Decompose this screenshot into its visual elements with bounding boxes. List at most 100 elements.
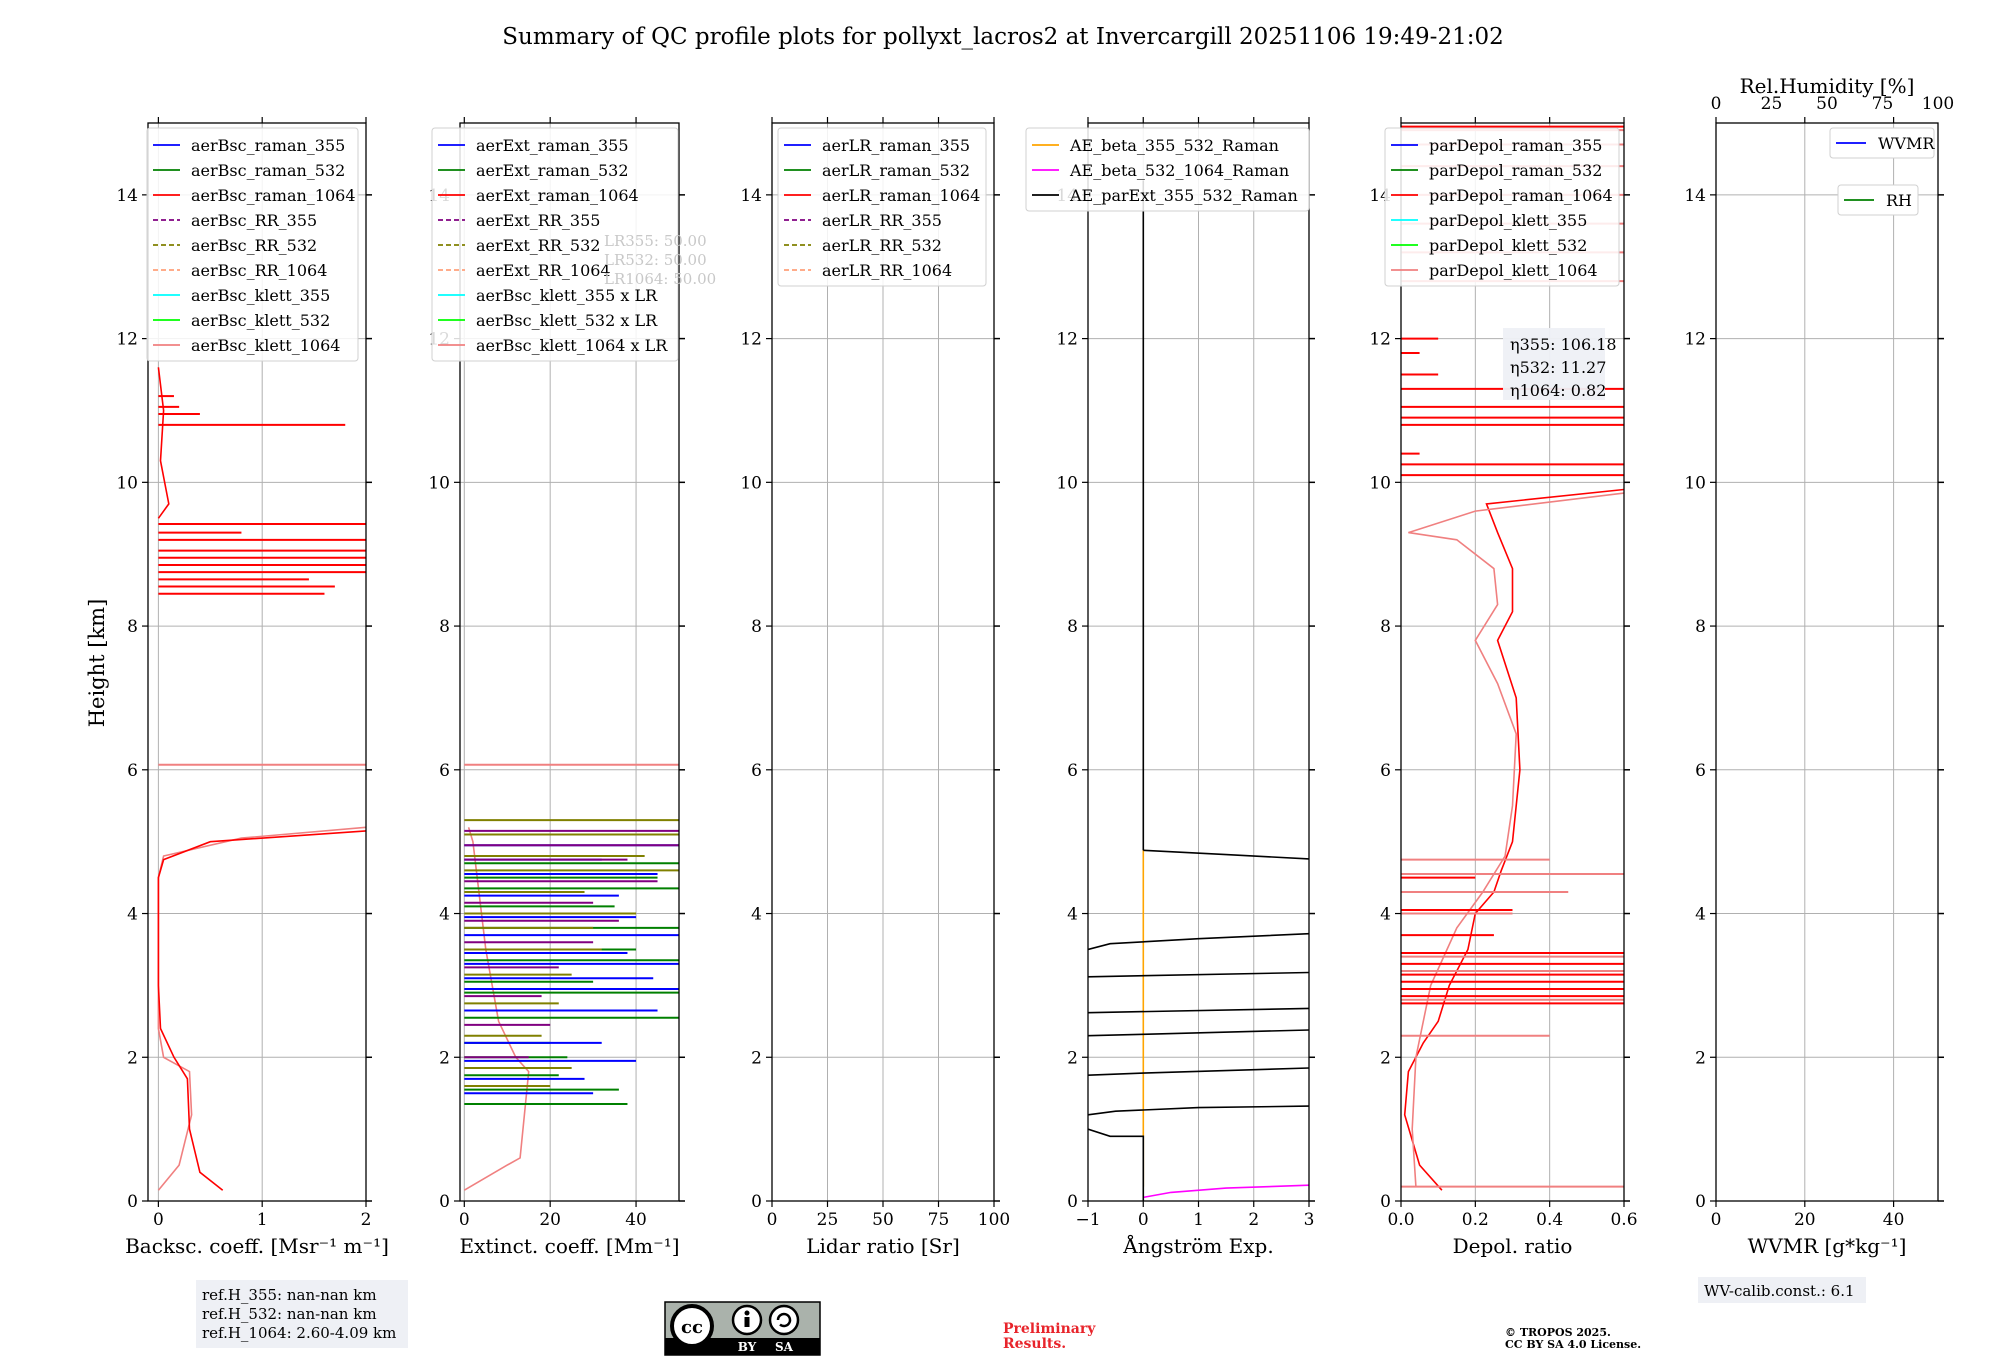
legend-box [1384, 127, 1620, 287]
x-tick-label: 2 [1248, 1210, 1259, 1230]
series-line [1088, 1105, 1309, 1116]
legend-box [431, 127, 679, 362]
x-tick-label: 3 [1304, 1210, 1315, 1230]
x-tick-label: 0 [767, 1210, 778, 1230]
legend-label: aerBsc_raman_1064 [191, 186, 356, 205]
preliminary-line-2: Results. [1003, 1336, 1066, 1352]
y-axis-label: Height [km] [85, 599, 109, 728]
x-axis-label: Lidar ratio [Sr] [806, 1234, 960, 1258]
series-line [157, 830, 366, 1191]
legend-label: aerLR_raman_355 [822, 136, 970, 155]
x-tick-label: 20 [1794, 1210, 1816, 1230]
cc-license-badge: cc BY SA [664, 1301, 821, 1356]
y-tick-label: 8 [127, 617, 138, 637]
y-tick-label: 0 [1067, 1192, 1078, 1212]
legend-label: aerLR_raman_1064 [822, 186, 980, 205]
y-tick-label: 12 [116, 330, 138, 350]
eta-box-bg [1503, 328, 1605, 400]
legend-label: aerLR_RR_532 [822, 236, 942, 255]
x-tick-label: 40 [1883, 1210, 1905, 1230]
x-axis-label: Ångström Exp. [1122, 1233, 1273, 1258]
ref-h-1064: ref.H_1064: 2.60-4.09 km [202, 1324, 396, 1342]
series-line [1088, 971, 1309, 978]
legend-label: aerBsc_klett_532 [191, 311, 330, 330]
legend-label: parDepol_raman_355 [1429, 136, 1602, 155]
legend-label: parDepol_klett_355 [1429, 211, 1587, 230]
eta-box-text: η355: 106.18 [1510, 335, 1617, 354]
y-tick-label: 2 [439, 1048, 450, 1068]
series-line [157, 367, 170, 519]
x-axis-label: Backsc. coeff. [Msr⁻¹ m⁻¹] [125, 1234, 389, 1258]
copyright-line-2: CC BY SA 4.0 License. [1505, 1338, 1641, 1351]
legend-box [1829, 127, 1935, 159]
series-line [1143, 1184, 1309, 1199]
lr-box-text: LR532: 50.00 [604, 251, 707, 269]
x-tick-label: 0 [1138, 1210, 1149, 1230]
y-tick-label: 4 [1067, 905, 1078, 925]
ref-h-532: ref.H_532: nan-nan km [202, 1305, 377, 1323]
x-tick-label: 0.4 [1536, 1210, 1563, 1230]
figure-title: Summary of QC profile plots for pollyxt_… [502, 24, 1503, 50]
y-tick-label: 0 [439, 1192, 450, 1212]
y-tick-label: 6 [751, 761, 762, 781]
x-tick-label: 25 [817, 1210, 839, 1230]
legend-label: aerLR_raman_532 [822, 161, 970, 180]
legend-box [777, 127, 987, 287]
y-tick-label: 4 [1380, 905, 1391, 925]
x-tick-label: −1 [1075, 1210, 1100, 1230]
by-person-body [744, 1317, 750, 1327]
by-person-head [744, 1310, 750, 1316]
legend-label: AE_beta_355_532_Raman [1069, 136, 1279, 155]
legend-label: RH [1886, 191, 1912, 210]
legend-label: aerBsc_RR_355 [191, 211, 317, 230]
legend-label: aerBsc_raman_355 [191, 136, 345, 155]
legend-label: parDepol_raman_532 [1429, 161, 1602, 180]
y-tick-label: 10 [1056, 473, 1078, 493]
y-tick-label: 6 [1695, 761, 1706, 781]
y-tick-label: 10 [1684, 473, 1706, 493]
x-tick-label: 20 [539, 1210, 561, 1230]
y-tick-label: 2 [751, 1048, 762, 1068]
series-line [157, 826, 366, 1191]
plot-frame [147, 122, 367, 1202]
legend-label: aerBsc_klett_1064 [191, 336, 340, 355]
y-tick-label: 10 [116, 473, 138, 493]
y-tick-label: 6 [127, 761, 138, 781]
legend-label: parDepol_raman_1064 [1429, 186, 1613, 205]
y-tick-label: 4 [439, 905, 450, 925]
y-tick-label: 6 [1067, 761, 1078, 781]
x-axis-label: WVMR [g*kg⁻¹] [1748, 1234, 1907, 1258]
legend-label: aerExt_RR_1064 [476, 261, 611, 280]
legend-label: parDepol_klett_1064 [1429, 261, 1598, 280]
legend-label: aerBsc_klett_355 [191, 286, 330, 305]
legend-label: aerBsc_klett_1064 x LR [476, 336, 668, 355]
y-tick-label: 4 [127, 905, 138, 925]
y-tick-label: 12 [1056, 330, 1078, 350]
legend-box [1025, 127, 1310, 212]
y-tick-label: 2 [1695, 1048, 1706, 1068]
wv-calib-box: WV-calib.const.: 6.1 [1698, 1277, 1866, 1303]
secondary-x-axis-label: Rel.Humidity [%] [1740, 74, 1915, 98]
cc-logo-icon [670, 1304, 714, 1348]
plot-frame [1400, 122, 1625, 1202]
y-tick-label: 8 [751, 617, 762, 637]
series-line [1088, 932, 1309, 951]
y-tick-label: 4 [1695, 905, 1706, 925]
secondary-x-tick-label: 75 [1872, 94, 1894, 114]
x-tick-label: 50 [872, 1210, 894, 1230]
reference-height-box-bg [196, 1280, 408, 1348]
x-tick-label: 100 [978, 1210, 1010, 1230]
legend-box [1837, 184, 1919, 216]
legend-label: WVMR [1878, 134, 1935, 153]
y-tick-label: 0 [751, 1192, 762, 1212]
y-tick-label: 10 [740, 473, 762, 493]
reference-height-box: ref.H_355: nan-nan km ref.H_532: nan-nan… [196, 1280, 408, 1348]
cc-logo-text: cc [681, 1317, 703, 1338]
x-tick-label: 0.6 [1610, 1210, 1637, 1230]
y-tick-label: 2 [1067, 1048, 1078, 1068]
ref-h-355: ref.H_355: nan-nan km [202, 1286, 377, 1304]
y-tick-label: 8 [1380, 617, 1391, 637]
